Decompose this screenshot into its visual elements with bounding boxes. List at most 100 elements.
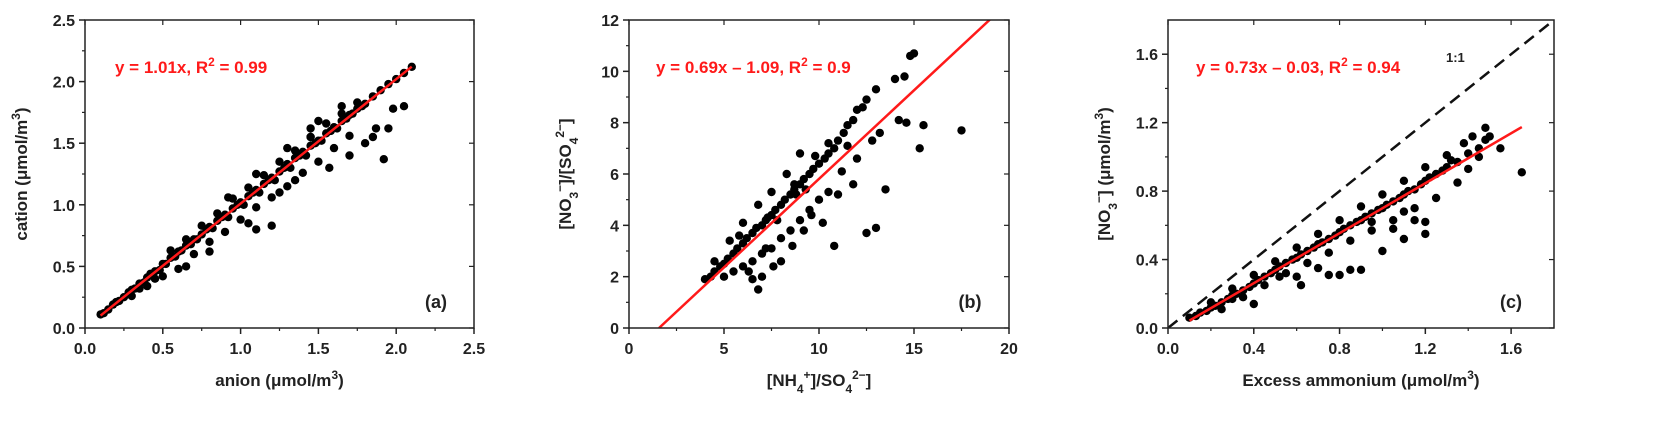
- data-point-b-74: [852, 154, 862, 163]
- data-point-c-60: [1292, 243, 1301, 252]
- data-point-b-9: [742, 234, 751, 243]
- data-point-b-29: [839, 128, 848, 138]
- x-tick-label-c-1: 0.4: [1243, 341, 1265, 358]
- data-point-b-77: [902, 118, 911, 127]
- y-tick-label-b-1: 2: [610, 270, 619, 287]
- data-point-b-91: [735, 231, 744, 240]
- data-point-a-103: [290, 176, 300, 185]
- data-point-a-105: [252, 169, 261, 179]
- data-point-a-75: [143, 281, 152, 291]
- reference-line-label-c: 1:1: [1446, 50, 1465, 65]
- data-point-b-76: [894, 115, 903, 125]
- data-point-b-39: [909, 49, 919, 58]
- data-point-a-77: [166, 246, 175, 255]
- data-point-a-99: [337, 109, 346, 118]
- data-point-a-96: [314, 157, 323, 166]
- data-point-c-53: [1485, 132, 1494, 141]
- data-point-a-107: [314, 116, 323, 126]
- data-point-a-78: [174, 264, 183, 274]
- regression-equation-b: y = 0.69x – 1.09, R2 = 0.9: [656, 55, 851, 77]
- data-point-c-88: [1389, 224, 1398, 233]
- data-point-c-72: [1303, 258, 1312, 268]
- regression-line-b: [658, 20, 991, 328]
- regression-line-c: [1188, 125, 1523, 322]
- y-tick-label-b-4: 8: [610, 116, 619, 133]
- data-point-a-115: [379, 155, 388, 164]
- data-point-b-60: [769, 262, 778, 271]
- y-tick-label-b-0: 0: [610, 321, 619, 338]
- data-point-b-34: [862, 95, 871, 104]
- data-point-b-71: [830, 241, 839, 251]
- x-tick-label-a-1: 0.5: [152, 341, 174, 358]
- data-point-c-58: [1249, 270, 1259, 280]
- data-point-c-71: [1281, 269, 1291, 278]
- y-tick-label-a-1: 0.5: [53, 259, 75, 276]
- data-point-a-123: [244, 219, 253, 228]
- data-point-a-111: [345, 151, 354, 160]
- x-tick-label-a-5: 2.5: [463, 341, 485, 358]
- data-point-b-37: [900, 72, 909, 81]
- data-point-b-66: [807, 210, 816, 220]
- data-point-c-74: [1346, 236, 1355, 245]
- data-point-b-72: [837, 167, 846, 176]
- y-axis-label-b: [NO3−]/[SO42−]: [553, 118, 581, 229]
- panel-label-a: (a): [425, 292, 447, 312]
- y-tick-label-c-3: 1.2: [1136, 116, 1158, 133]
- y-tick-label-a-2: 1.0: [53, 198, 75, 215]
- data-point-c-56: [1206, 298, 1216, 307]
- data-point-b-69: [862, 228, 871, 238]
- data-point-a-100: [345, 131, 354, 140]
- data-point-c-50: [1464, 149, 1473, 158]
- data-point-b-15: [771, 205, 780, 215]
- data-point-a-116: [384, 124, 393, 133]
- data-point-c-61: [1313, 229, 1323, 239]
- data-point-c-77: [1410, 204, 1419, 213]
- data-point-c-93: [1399, 207, 1409, 216]
- regression-equation-c: y = 0.73x – 0.03, R2 = 0.94: [1196, 55, 1401, 77]
- data-point-a-84: [220, 227, 230, 237]
- data-point-b-92: [763, 213, 772, 222]
- data-point-a-117: [388, 104, 398, 113]
- data-point-c-59: [1271, 257, 1280, 266]
- data-point-c-89: [1399, 234, 1409, 244]
- y-axis-label-c: [NO3−] (μmol/m3): [1092, 107, 1120, 241]
- data-point-b-82: [868, 136, 877, 145]
- data-point-c-101: [1459, 139, 1469, 148]
- data-point-b-80: [957, 126, 966, 135]
- data-point-b-81: [875, 128, 884, 138]
- data-point-a-126: [150, 274, 160, 283]
- data-point-a-90: [267, 193, 276, 202]
- y-tick-label-a-4: 2.0: [53, 75, 75, 92]
- data-point-b-27: [830, 144, 839, 153]
- x-tick-label-c-4: 1.6: [1500, 341, 1522, 358]
- data-point-a-98: [329, 143, 339, 153]
- data-point-a-81: [197, 221, 206, 230]
- data-point-b-54: [754, 200, 763, 209]
- data-point-b-52: [725, 236, 734, 245]
- data-point-a-113: [368, 132, 378, 142]
- data-point-b-75: [881, 185, 890, 194]
- data-point-a-109: [353, 98, 362, 107]
- data-point-a-114: [371, 124, 381, 133]
- y-tick-label-b-6: 12: [601, 13, 619, 30]
- data-point-a-88: [252, 203, 261, 212]
- data-point-c-90: [1410, 216, 1419, 225]
- data-point-c-54: [1496, 144, 1505, 153]
- data-point-b-7: [733, 244, 742, 253]
- regression-equation-a: y = 1.01x, R2 = 0.99: [115, 55, 267, 77]
- x-tick-label-a-2: 1.0: [229, 341, 251, 358]
- data-point-c-65: [1399, 176, 1409, 185]
- data-point-c-92: [1421, 217, 1430, 227]
- x-tick-label-c-3: 1.2: [1414, 341, 1436, 358]
- data-point-c-81: [1296, 281, 1306, 290]
- data-point-c-99: [1464, 164, 1473, 174]
- data-point-a-120: [252, 225, 261, 234]
- data-point-c-103: [1468, 132, 1477, 141]
- plot-frame-c: [1167, 19, 1555, 329]
- data-point-b-51: [824, 187, 833, 197]
- data-point-b-67: [818, 218, 827, 227]
- x-axis-label-b: [NH4+]/SO42−]: [767, 368, 872, 396]
- data-point-b-53: [738, 218, 748, 227]
- data-point-c-70: [1260, 281, 1269, 290]
- data-point-b-70: [871, 223, 881, 233]
